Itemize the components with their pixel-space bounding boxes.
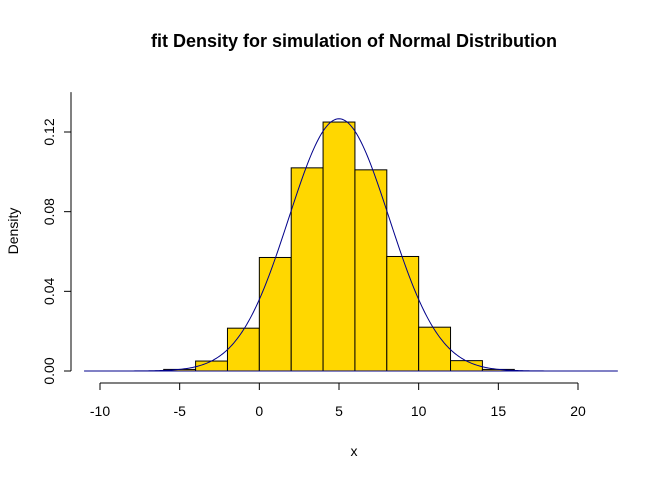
density-curve [84,118,617,372]
y-tick-label: 0.12 [41,118,57,145]
histogram-bar [354,169,388,372]
x-tick-label: -5 [173,403,186,419]
x-tick-label: 5 [335,403,343,419]
histogram-bar [386,255,420,372]
y-axis: 0.00 0.04 0.08 0.12 [41,92,72,385]
x-tick-label: 20 [570,403,586,419]
x-axis-label: x [351,443,358,459]
x-tick-label: -10 [90,403,110,419]
histogram-bar [418,326,452,372]
density-curve-group [84,118,618,372]
chart-title: fit Density for simulation of Normal Dis… [151,31,557,51]
y-tick-label: 0.04 [41,277,57,304]
x-tick-label: 0 [255,403,263,419]
x-axis: -10 -5 0 5 10 15 20 [90,382,586,419]
histogram-bar [195,360,228,372]
histogram-bars [163,121,515,372]
x-tick-label: 10 [411,403,427,419]
x-tick-label: 15 [491,403,507,419]
y-tick-label: 0.00 [41,357,57,384]
histogram-bar [226,327,260,372]
y-tick-label: 0.08 [41,198,57,225]
histogram-bar [258,256,292,372]
histogram-bar [322,121,356,372]
histogram-bar [290,167,324,372]
y-axis-label: Density [5,208,21,255]
